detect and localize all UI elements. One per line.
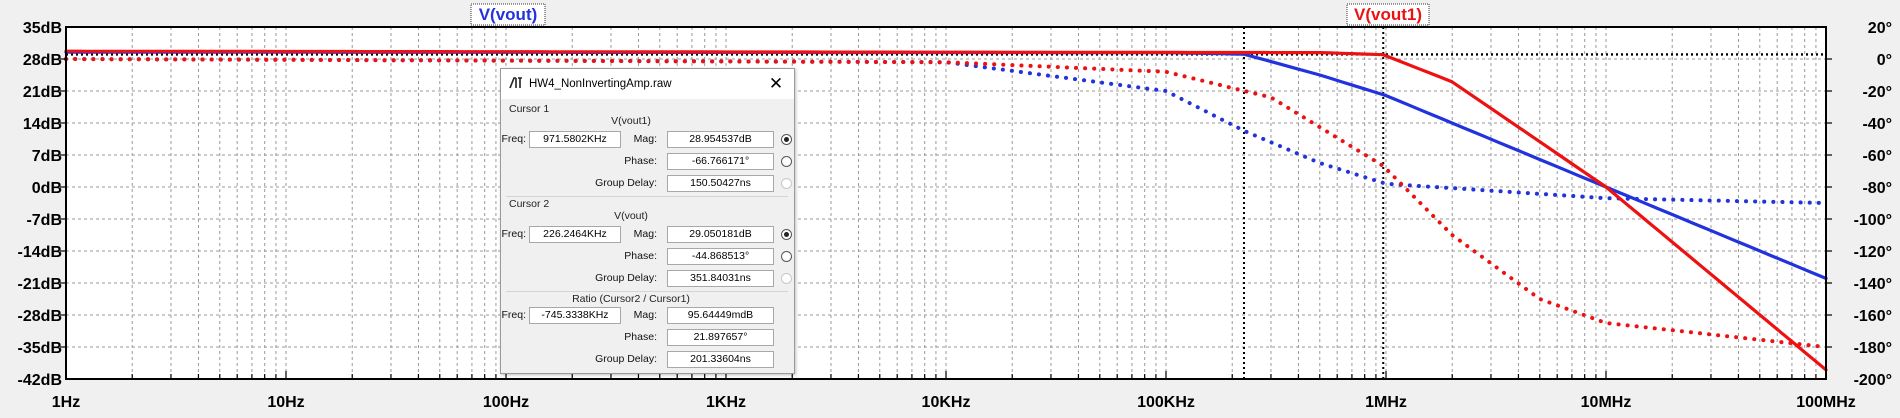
left-axis-label: -42dB xyxy=(18,372,62,389)
x-axis-label: 1Hz xyxy=(52,394,80,411)
ratio-mag-label: Mag: xyxy=(633,309,657,321)
dialog-title: HW4_NonInvertingAmp.raw xyxy=(529,78,672,90)
right-axis-labels: 20° 0° -20° -40° -60° -80° -100° -120° -140° -160… xyxy=(1854,20,1892,389)
right-axis-label: -180° xyxy=(1854,340,1892,357)
right-axis-label: -60° xyxy=(1862,148,1892,165)
dialog-separator xyxy=(506,291,788,292)
trace-vvout1-phase xyxy=(64,57,1828,349)
right-axis-label: -40° xyxy=(1862,116,1892,133)
ratio-freq-label: Freq: xyxy=(501,309,526,321)
left-axis-label: -14dB xyxy=(18,244,62,261)
cursor2-gd-field[interactable]: 351.84031ns xyxy=(667,270,774,287)
left-axis-label: 7dB xyxy=(32,148,62,165)
left-axis-label: 14dB xyxy=(23,116,62,133)
x-axis-label: 10Hz xyxy=(267,394,304,411)
left-axis-label: -35dB xyxy=(18,340,62,357)
right-axis-label: 0° xyxy=(1877,52,1892,69)
ratio-mag-field[interactable]: 95.64449mdB xyxy=(667,307,774,324)
x-axis-label: 1MHz xyxy=(1365,394,1407,411)
ratio-phase-label: Phase: xyxy=(624,331,657,343)
cursor2-freq-field[interactable]: 226.2464KHz xyxy=(529,226,621,243)
cursor1-mag-field[interactable]: 28.954537dB xyxy=(667,131,774,148)
right-axis-label: -160° xyxy=(1854,308,1892,325)
right-axis-label: -20° xyxy=(1862,84,1892,101)
cursor1-mag-radio[interactable] xyxy=(781,134,792,145)
cursor2-phase-field[interactable]: -44.868513° xyxy=(667,248,774,265)
x-axis-label: 1KHz xyxy=(706,394,746,411)
cursor1-phase-field[interactable]: -66.766171° xyxy=(667,153,774,170)
cursor1-signal: V(vout1) xyxy=(611,115,651,127)
close-icon[interactable]: ✕ xyxy=(768,74,784,93)
trace-label-vout1-text: V(vout1) xyxy=(1354,5,1422,24)
cursor1-phase-radio[interactable] xyxy=(781,156,792,167)
cursor1-gd-field[interactable]: 150.50427ns xyxy=(667,175,774,192)
right-axis-label: -120° xyxy=(1854,244,1892,261)
dialog-separator xyxy=(506,196,788,197)
left-axis-label: 0dB xyxy=(32,180,62,197)
trace-vvout1-magnitude xyxy=(64,49,1828,372)
left-axis-label: 35dB xyxy=(23,20,62,37)
cursor-dialog[interactable]: HW4_NonInvertingAmp.raw ✕ Cursor 1 V(vou… xyxy=(500,68,795,374)
x-axis-label: 10KHz xyxy=(922,394,971,411)
cursor2-mag-label: Mag: xyxy=(633,228,657,240)
cursor1-mag-label: Mag: xyxy=(633,133,657,145)
left-axis-label: 28dB xyxy=(23,52,62,69)
cursor1-freq-field[interactable]: 971.5802KHz xyxy=(529,131,621,148)
trace-label-vout1[interactable]: V(vout1) xyxy=(1346,3,1430,26)
ltspice-logo-icon xyxy=(509,77,522,89)
cursor2-freq-label: Freq: xyxy=(501,228,526,240)
traces xyxy=(64,49,1828,372)
ratio-gd-label: Group Delay: xyxy=(595,353,657,365)
cursor2-phase-radio[interactable] xyxy=(781,251,792,262)
cursor2-header: Cursor 2 xyxy=(509,198,550,210)
left-axis-label: 21dB xyxy=(23,84,62,101)
cursor1-phase-label: Phase: xyxy=(624,155,657,167)
right-axis-label: -80° xyxy=(1862,180,1892,197)
cursor1-gd-radio[interactable] xyxy=(781,178,792,189)
x-axis-label: 100Hz xyxy=(483,394,529,411)
x-axis-labels: 1Hz 10Hz 100Hz 1KHz 10KHz 100KHz 1MHz 10MHz 100M… xyxy=(52,394,1856,411)
x-axis-label: 100KHz xyxy=(1137,394,1195,411)
left-axis-label: -28dB xyxy=(18,308,62,325)
x-axis-label: 10MHz xyxy=(1581,394,1632,411)
right-axis-label: -140° xyxy=(1854,276,1892,293)
axis-ticks xyxy=(60,58,1832,379)
trace-label-vout-text: V(vout) xyxy=(479,5,538,24)
left-axis-labels: 35dB 28dB 21dB 14dB 7dB 0dB -7dB -14dB -21dB -28d… xyxy=(18,20,62,389)
cursor2-signal: V(vout) xyxy=(614,210,648,222)
trace-label-vout[interactable]: V(vout) xyxy=(470,3,546,26)
cursor2-phase-label: Phase: xyxy=(624,250,657,262)
left-axis-label: -7dB xyxy=(26,212,62,229)
right-axis-label: 20° xyxy=(1868,20,1892,37)
dialog-titlebar[interactable]: HW4_NonInvertingAmp.raw ✕ xyxy=(501,69,794,99)
cursor1-freq-label: Freq: xyxy=(501,133,526,145)
ratio-header: Ratio (Cursor2 / Cursor1) xyxy=(572,293,690,305)
cursor-lines[interactable] xyxy=(66,27,1826,379)
cursor1-gd-label: Group Delay: xyxy=(595,177,657,189)
cursor1-header: Cursor 1 xyxy=(509,103,550,115)
x-axis-label: 100MHz xyxy=(1796,394,1856,411)
left-axis-label: -21dB xyxy=(18,276,62,293)
ratio-phase-field[interactable]: 21.897657° xyxy=(667,329,774,346)
right-axis-label: -100° xyxy=(1854,212,1892,229)
ratio-freq-field[interactable]: -745.3338KHz xyxy=(529,307,621,324)
cursor2-gd-radio[interactable] xyxy=(781,273,792,284)
cursor2-mag-radio[interactable] xyxy=(781,229,792,240)
cursor2-gd-label: Group Delay: xyxy=(595,272,657,284)
ratio-gd-field[interactable]: 201.33604ns xyxy=(667,351,774,368)
right-axis-label: -200° xyxy=(1854,372,1892,389)
cursor2-mag-field[interactable]: 29.050181dB xyxy=(667,226,774,243)
